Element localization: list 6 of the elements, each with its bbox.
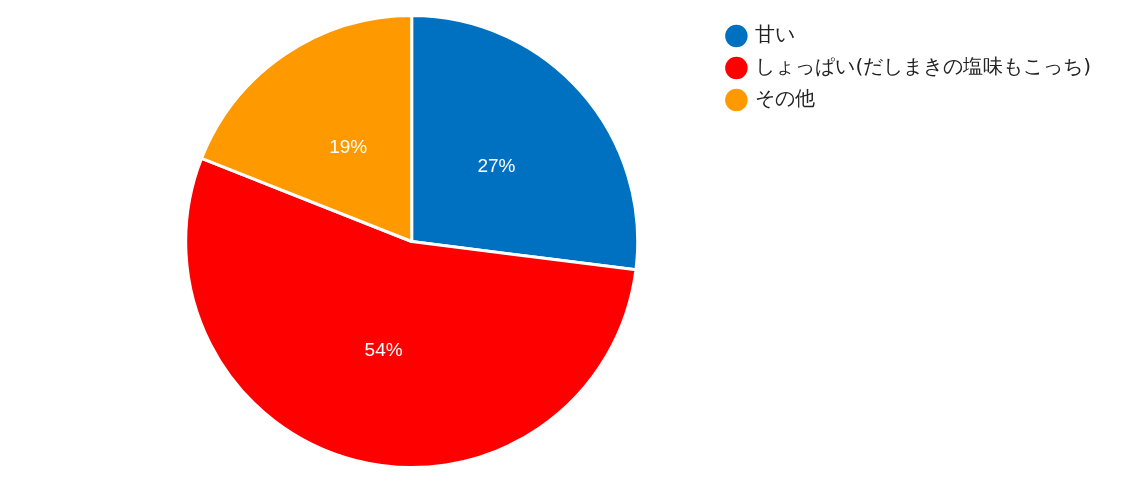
legend-label: 甘い: [755, 22, 796, 47]
legend-label: しょっぱい(だしまきの塩味もこっち): [755, 54, 1091, 79]
data-label: 27%: [477, 155, 516, 177]
data-label: 19%: [329, 136, 368, 158]
data-label: 54%: [364, 339, 403, 361]
legend-label: その他: [755, 86, 816, 111]
